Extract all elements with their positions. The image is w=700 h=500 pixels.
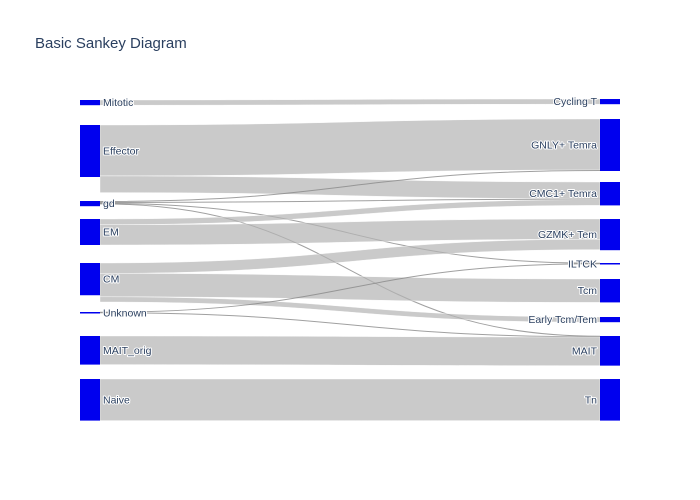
link-gd-mait[interactable]: [99, 203, 601, 337]
node-cmc1[interactable]: [600, 182, 620, 206]
node-label-cycling: Cycling T: [553, 96, 597, 108]
node-tn[interactable]: [600, 379, 620, 421]
link-effector-cmc1[interactable]: [99, 175, 601, 199]
node-mait_orig[interactable]: [80, 336, 100, 365]
link-mait_orig-mait[interactable]: [99, 335, 601, 366]
node-label-unknown: Unknown: [103, 307, 147, 319]
node-naive[interactable]: [80, 379, 100, 421]
node-mait[interactable]: [600, 336, 620, 366]
node-label-mait: MAIT: [572, 345, 598, 357]
node-tcm[interactable]: [600, 279, 620, 303]
node-unknown[interactable]: [80, 312, 100, 314]
node-label-iltck: ILTCK: [568, 258, 597, 270]
node-gnly[interactable]: [600, 119, 620, 171]
link-unknown-mait[interactable]: [99, 312, 601, 338]
nodes-layer: [80, 99, 620, 421]
node-label-mait_orig: MAIT_orig: [103, 345, 152, 357]
node-iltck[interactable]: [600, 263, 620, 265]
node-effector[interactable]: [80, 125, 100, 177]
link-gd-cmc1[interactable]: [99, 198, 601, 204]
node-label-earlytcm: Early Tcm/Tem: [528, 314, 597, 326]
node-gd[interactable]: [80, 201, 100, 207]
labels-layer: Mitotic Effector gd EM CM Unknown MAIT_orig Nai…: [102, 95, 599, 407]
node-em[interactable]: [80, 219, 100, 245]
link-mitotic-cycling[interactable]: [99, 98, 601, 106]
link-effector-gnly[interactable]: [99, 118, 601, 177]
node-label-effector: Effector: [103, 146, 139, 158]
chart-title: Basic Sankey Diagram: [35, 35, 187, 52]
node-label-tcm: Tcm: [578, 285, 598, 297]
links-layer: [99, 98, 601, 421]
node-label-naive: Naive: [103, 394, 130, 406]
node-earlytcm[interactable]: [600, 317, 620, 323]
node-label-em: EM: [103, 227, 119, 239]
node-cm[interactable]: [80, 263, 100, 296]
node-cycling[interactable]: [600, 99, 620, 105]
node-label-tn: Tn: [585, 394, 597, 406]
link-naive-tn[interactable]: [99, 378, 601, 421]
link-unknown-iltck[interactable]: [99, 263, 601, 313]
node-label-cmc1: CMC1+ Temra: [529, 188, 597, 200]
node-label-gnly: GNLY+ Temra: [531, 140, 597, 152]
node-label-mitotic: Mitotic: [103, 97, 133, 109]
node-label-gzmk: GZMK+ Tem: [538, 229, 597, 241]
node-label-gd: gd: [103, 198, 115, 210]
node-mitotic[interactable]: [80, 100, 100, 106]
node-label-cm: CM: [103, 274, 119, 286]
link-gd-gnly[interactable]: [99, 169, 601, 203]
node-gzmk[interactable]: [600, 219, 620, 251]
